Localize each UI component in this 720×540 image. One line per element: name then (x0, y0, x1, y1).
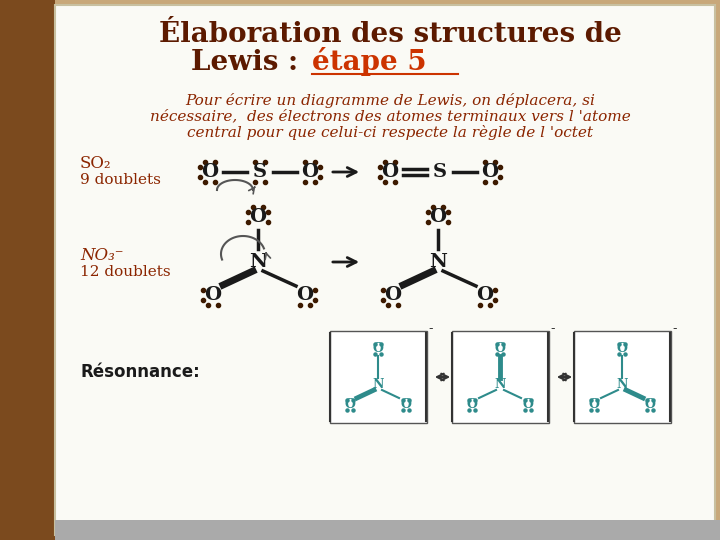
Text: O: O (400, 399, 411, 411)
Text: N: N (429, 253, 447, 271)
Text: O: O (372, 342, 384, 355)
Text: central pour que celui-ci respecte la règle de l 'octet: central pour que celui-ci respecte la rè… (187, 125, 593, 139)
Text: -: - (551, 322, 555, 335)
FancyBboxPatch shape (55, 5, 715, 535)
Text: O: O (204, 286, 222, 304)
Text: Lewis :: Lewis : (192, 49, 308, 76)
Text: -: - (672, 322, 678, 335)
Text: Pour écrire un diagramme de Lewis, on déplacera, si: Pour écrire un diagramme de Lewis, on dé… (185, 92, 595, 107)
Text: NO₃⁻: NO₃⁻ (80, 246, 124, 264)
Text: SO₂: SO₂ (80, 156, 112, 172)
Text: N: N (495, 379, 505, 392)
Text: Résonnance:: Résonnance: (80, 363, 199, 381)
Text: O: O (588, 399, 600, 411)
Text: 12 doublets: 12 doublets (80, 265, 171, 279)
Text: O: O (467, 399, 477, 411)
Text: S: S (253, 163, 267, 181)
Text: nécessaire,  des électrons des atomes terminaux vers l 'atome: nécessaire, des électrons des atomes ter… (150, 109, 631, 123)
Text: O: O (644, 399, 655, 411)
Text: O: O (382, 163, 399, 181)
Text: O: O (384, 286, 402, 304)
Text: 9 doublets: 9 doublets (80, 173, 161, 187)
FancyBboxPatch shape (574, 331, 671, 423)
Text: O: O (202, 163, 219, 181)
Text: -: - (428, 322, 433, 335)
Text: O: O (477, 286, 494, 304)
Text: O: O (429, 208, 446, 226)
Text: N: N (616, 379, 628, 392)
Text: O: O (482, 163, 498, 181)
FancyBboxPatch shape (330, 331, 427, 423)
Text: Élaboration des structures de: Élaboration des structures de (158, 22, 621, 49)
Text: O: O (523, 399, 534, 411)
Text: O: O (249, 208, 266, 226)
Text: O: O (297, 286, 314, 304)
Text: S: S (433, 163, 447, 181)
Text: O: O (495, 342, 505, 355)
FancyBboxPatch shape (55, 520, 720, 540)
Text: O: O (302, 163, 318, 181)
Text: O: O (616, 342, 627, 355)
Text: O: O (345, 399, 356, 411)
Text: N: N (249, 253, 267, 271)
Text: N: N (372, 379, 384, 392)
Text: étape 5: étape 5 (312, 48, 427, 77)
FancyBboxPatch shape (0, 0, 55, 540)
FancyBboxPatch shape (452, 331, 549, 423)
